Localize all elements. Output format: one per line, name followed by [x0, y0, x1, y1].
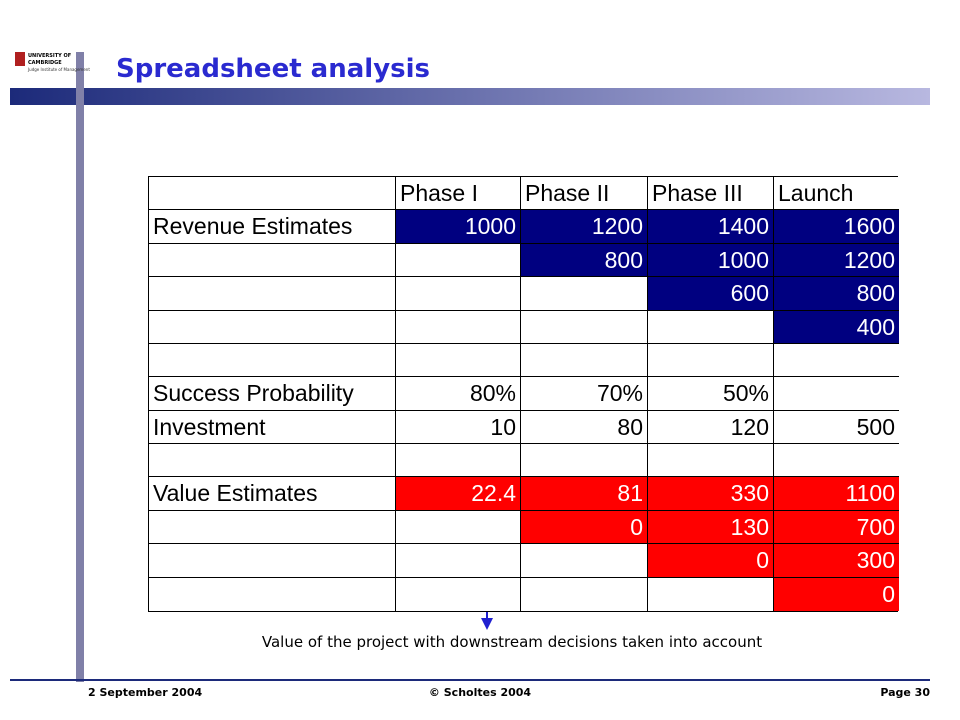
table-cell: [648, 444, 774, 478]
table-cell: 0: [521, 510, 648, 545]
title: Spreadsheet analysis: [116, 54, 431, 84]
table: Phase I Phase II Phase III Launch Revenue Es…: [148, 176, 899, 612]
table-cell: 1600: [774, 210, 899, 244]
table-cell: 0: [648, 544, 774, 578]
table-cell: 1000: [396, 210, 521, 244]
table-cell: [149, 510, 396, 545]
table-cell: [648, 310, 774, 344]
table-cell: [774, 444, 899, 478]
table-cell: Revenue Estimates: [149, 210, 396, 244]
table-cell: 1200: [521, 210, 648, 244]
table-cell: 800: [774, 277, 899, 311]
table-cell: [648, 577, 774, 611]
table-cell: [521, 310, 648, 344]
table-cell: Launch: [774, 177, 899, 211]
table-cell: Phase I: [396, 177, 521, 211]
header-bar: [10, 88, 930, 105]
table-cell: [521, 277, 648, 311]
table-cell: [648, 343, 774, 378]
table-cell: Phase II: [521, 177, 648, 211]
table-cell: [149, 343, 396, 378]
table-cell: 50%: [648, 377, 774, 411]
table-cell: [149, 310, 396, 344]
table-cell: 1400: [648, 210, 774, 244]
table-cell: 81: [521, 477, 648, 511]
table-cell: [521, 544, 648, 578]
table-cell: 120: [648, 410, 774, 445]
side-bar: [76, 52, 84, 682]
footer-date: 2 September 2004: [88, 686, 203, 699]
table-cell: [396, 343, 521, 378]
table-cell: [396, 544, 521, 578]
table-cell: 500: [774, 410, 899, 445]
table-cell: Investment: [149, 410, 396, 445]
table-cell: 300: [774, 544, 899, 578]
table-cell: 80%: [396, 377, 521, 411]
table-cell: [396, 277, 521, 311]
table-cell: [521, 343, 648, 378]
table-cell: [521, 444, 648, 478]
table-cell: [149, 277, 396, 311]
table-cell: 80: [521, 410, 648, 445]
annotation: Value of the project with downstream dec…: [261, 633, 763, 651]
table-cell: 22.4: [396, 477, 521, 511]
table-cell: 400: [774, 310, 899, 344]
table-cell: [774, 343, 899, 378]
table-cell: [149, 243, 396, 278]
table-cell: 700: [774, 510, 899, 545]
table-cell: [149, 577, 396, 611]
arrow-head: [481, 618, 493, 630]
table-cell: 10: [396, 410, 521, 445]
table-cell: [149, 177, 396, 211]
logo-text: UNIVERSITY OF: [28, 53, 71, 59]
table-cell: [521, 577, 648, 611]
table-cell: Phase III: [648, 177, 774, 211]
table-cell: 600: [648, 277, 774, 311]
table-cell: [149, 444, 396, 478]
logo-text: Judge Institute of Management: [27, 67, 90, 72]
table-cell: 1100: [774, 477, 899, 511]
table-cell: 0: [774, 577, 899, 611]
table-cell: 1000: [648, 243, 774, 278]
table-cell: Success Probability: [149, 377, 396, 411]
table-cell: 330: [648, 477, 774, 511]
table-cell: 800: [521, 243, 648, 278]
table-cell: [774, 377, 899, 411]
table-cell: [396, 243, 521, 278]
logo-text: CAMBRIDGE: [28, 60, 62, 66]
table-cell: [396, 510, 521, 545]
table-cell: 130: [648, 510, 774, 545]
table-cell: [396, 577, 521, 611]
footer-copyright: © Scholtes 2004: [428, 686, 532, 699]
table-cell: Value Estimates: [149, 477, 396, 511]
logo-shield: [15, 52, 25, 66]
table-cell: [396, 310, 521, 344]
table-cell: 70%: [521, 377, 648, 411]
table-cell: 1200: [774, 243, 899, 278]
table-cell: [396, 444, 521, 478]
table-cell: [149, 544, 396, 578]
footer-page: Page 30: [880, 686, 930, 699]
